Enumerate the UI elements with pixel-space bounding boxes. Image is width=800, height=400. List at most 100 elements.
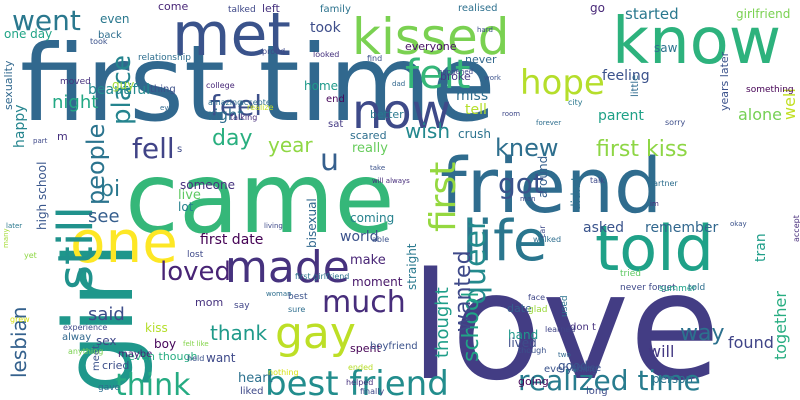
word-accepted: accepted bbox=[239, 98, 276, 107]
word-knew: knew bbox=[495, 134, 559, 162]
word-first-kiss: first kiss bbox=[596, 137, 688, 162]
word-left: left bbox=[262, 2, 281, 15]
word-dad: dad bbox=[392, 80, 405, 88]
word-gave: gave bbox=[98, 383, 121, 393]
word-remember: remember bbox=[645, 220, 718, 236]
word-wish: wish bbox=[405, 119, 450, 143]
word-house: house bbox=[571, 363, 601, 374]
word-sex: sex bbox=[96, 334, 117, 348]
word-go: go bbox=[590, 1, 605, 15]
word-feeling: feeling bbox=[602, 68, 650, 84]
word-city: city bbox=[568, 98, 583, 107]
word-want: want bbox=[206, 351, 236, 365]
word-will: will bbox=[648, 342, 674, 361]
word-back: back bbox=[98, 30, 122, 41]
word-realised: realised bbox=[458, 3, 497, 14]
word-walked: walked bbox=[533, 235, 561, 244]
word-tell: tell bbox=[465, 102, 487, 118]
word-make: make bbox=[350, 253, 386, 268]
word-end: end bbox=[326, 94, 345, 105]
word-didn-t: didn t bbox=[569, 176, 583, 211]
word-night: night bbox=[52, 92, 98, 113]
word-u: u bbox=[320, 143, 339, 178]
word-meet: meet bbox=[91, 345, 102, 371]
word-place: place bbox=[107, 55, 137, 125]
word-even-though: even though bbox=[128, 350, 197, 363]
word-accept: accept bbox=[792, 215, 800, 242]
word-m: m bbox=[57, 130, 68, 143]
word-bisexual: bisexual bbox=[305, 198, 319, 248]
word-year: year bbox=[268, 133, 313, 157]
word-much: much bbox=[322, 285, 406, 320]
word-forever: forever bbox=[536, 119, 561, 127]
word-long: long bbox=[586, 386, 608, 397]
word-felt-like: felt like bbox=[183, 340, 209, 348]
word-room: room bbox=[502, 110, 520, 118]
word-guy: guy bbox=[112, 78, 134, 92]
word-say: say bbox=[234, 301, 250, 311]
word-right: right bbox=[208, 106, 243, 124]
word-used: used bbox=[560, 295, 570, 317]
word-sexuality: sexuality bbox=[2, 60, 15, 110]
word-s: s bbox=[177, 144, 182, 155]
word-finally: finally bbox=[360, 387, 384, 396]
word-parent: parent bbox=[598, 108, 644, 124]
word-saw: saw bbox=[654, 41, 678, 55]
word-part: part bbox=[33, 137, 48, 145]
word-around: around bbox=[536, 156, 550, 198]
word-talking: talking bbox=[230, 113, 257, 122]
word-will-always: will always bbox=[372, 177, 410, 185]
word-maybe: maybe bbox=[118, 349, 152, 360]
word-im: im bbox=[650, 200, 659, 208]
word-happy: happy bbox=[12, 104, 28, 148]
word-thought: thought bbox=[432, 287, 453, 358]
word-even: even bbox=[100, 12, 129, 26]
word-learned: learned bbox=[545, 325, 575, 334]
word-someone: someone bbox=[180, 178, 235, 192]
word-together: together bbox=[771, 291, 790, 360]
word-glad: glad bbox=[528, 305, 547, 315]
word-grew: grew bbox=[10, 315, 30, 324]
word-told: told bbox=[688, 283, 705, 293]
word-helped: helped bbox=[346, 378, 373, 387]
word-date: date bbox=[507, 302, 532, 315]
word-everything: everything bbox=[544, 364, 598, 375]
word-sure: sure bbox=[288, 305, 305, 314]
word-hand: hand bbox=[508, 328, 538, 342]
word-took: took bbox=[310, 20, 342, 36]
word-going: going bbox=[518, 375, 549, 388]
word-people: people bbox=[82, 124, 110, 205]
word-now: now bbox=[352, 84, 451, 140]
word-best: best bbox=[288, 292, 308, 302]
word-partner: partner bbox=[648, 179, 678, 188]
word-mom: mom bbox=[195, 296, 223, 309]
word-day: day bbox=[212, 126, 252, 151]
word-girlfriend: girlfriend bbox=[736, 7, 790, 21]
word-know: know bbox=[612, 5, 781, 79]
word-better: better bbox=[370, 108, 404, 121]
word-something: something bbox=[746, 85, 794, 95]
word-relationship: relationship bbox=[138, 53, 191, 63]
word-lost: lost bbox=[187, 250, 204, 260]
word-kiss: kiss bbox=[145, 321, 168, 335]
word-take: take bbox=[370, 164, 385, 172]
word-beautiful: beautiful bbox=[88, 82, 150, 98]
word-ended: ended bbox=[348, 363, 373, 372]
word-eye: eye bbox=[160, 104, 173, 112]
word-wanted: wanted bbox=[451, 250, 476, 332]
word-made: made bbox=[225, 242, 350, 293]
word-came: came bbox=[125, 142, 395, 256]
word-later: later bbox=[6, 222, 22, 230]
word-lived: lived bbox=[508, 336, 537, 350]
word-see: see bbox=[88, 206, 120, 227]
word-tran: tran bbox=[753, 233, 769, 262]
word-never: never bbox=[465, 53, 497, 66]
word-liked: liked bbox=[240, 386, 264, 397]
word-realized-time: realized time bbox=[518, 364, 701, 397]
word-thing: thing bbox=[150, 84, 176, 95]
word-one-day: one day bbox=[4, 27, 52, 41]
word-told: told bbox=[595, 212, 714, 285]
word-felt: felt bbox=[405, 52, 471, 98]
